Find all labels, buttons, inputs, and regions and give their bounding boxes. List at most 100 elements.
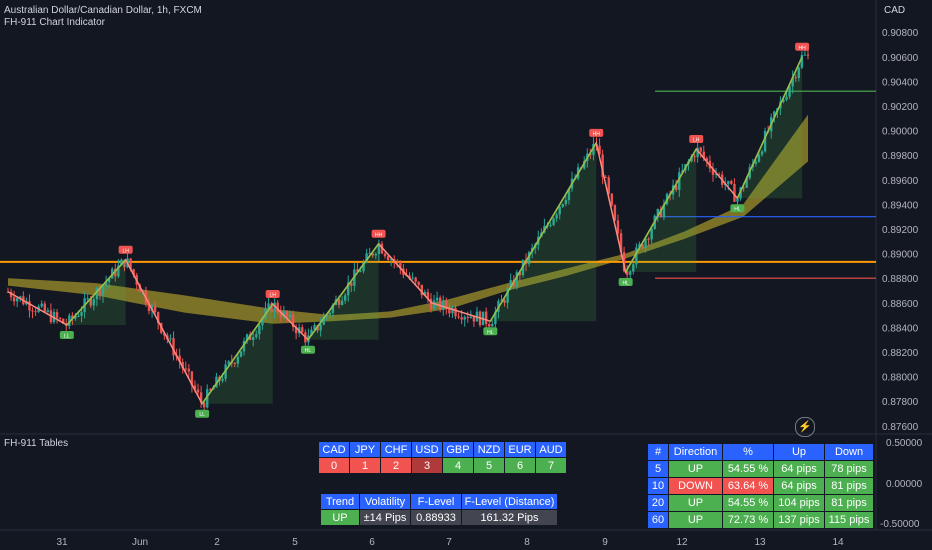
candle-body — [104, 282, 108, 286]
pivot-label-text: LH — [270, 293, 277, 299]
price-tick-label: 0.88200 — [882, 348, 919, 359]
candle-body — [359, 271, 362, 273]
candle-body — [647, 238, 650, 240]
stats-direction: UP — [668, 511, 723, 529]
currency-header: USD — [411, 441, 443, 458]
chart-title: Australian Dollar/Canadian Dollar, 1h, F… — [4, 5, 202, 16]
stats-header: # — [647, 443, 669, 461]
price-tick-label: 0.87800 — [882, 397, 919, 408]
candle-body — [650, 228, 653, 240]
stats-percent: 72.73 % — [722, 511, 774, 529]
price-tick-label: 0.90000 — [882, 127, 919, 138]
candle-body — [19, 296, 22, 299]
candle-body — [730, 180, 733, 185]
candle-body — [184, 368, 187, 370]
candle-body — [193, 385, 197, 390]
candle-body — [350, 282, 353, 286]
zigzag-up-segment — [66, 259, 127, 326]
price-tick-label: 0.90200 — [882, 102, 919, 113]
candle-body — [518, 272, 522, 276]
price-tick-label: 0.89600 — [882, 176, 919, 187]
candle-body — [227, 361, 230, 365]
pivot-label-box — [795, 42, 810, 51]
candle-body — [221, 378, 224, 381]
currency-strength-table: CAD JPY CHF USD GBP NZD EUR AUD 0 1 2 3 … — [318, 441, 567, 474]
candle-body — [310, 329, 313, 336]
candle-body — [782, 99, 785, 102]
candle-body — [613, 205, 617, 221]
price-tick-label: 0.89400 — [882, 200, 919, 211]
candle-body — [236, 356, 240, 364]
candle-body — [9, 291, 13, 298]
stats-header: Down — [824, 443, 874, 461]
candle-body — [500, 300, 503, 302]
candle-body — [328, 312, 332, 315]
candle-body — [454, 308, 457, 317]
candle-body — [368, 253, 371, 255]
time-tick-label: 2 — [214, 537, 220, 548]
candle-body — [785, 96, 788, 100]
candle-body — [132, 269, 135, 276]
price-tick-label: 0.89200 — [882, 225, 919, 236]
candle-body — [169, 338, 172, 340]
candle-body — [527, 252, 531, 264]
stats-direction: DOWN — [668, 477, 723, 495]
candle-body — [592, 143, 595, 155]
pivot-label-box — [118, 245, 133, 254]
stats-percent: 63.64 % — [722, 477, 774, 495]
candle-body — [239, 351, 243, 357]
candle-body — [552, 218, 555, 226]
candle-body — [656, 209, 660, 216]
candle-body — [270, 303, 273, 312]
candle-body — [61, 318, 65, 324]
candle-body — [806, 54, 810, 56]
candle-body — [371, 253, 374, 256]
candle-body — [794, 77, 797, 79]
candle-body — [727, 180, 730, 185]
candle-body — [28, 301, 31, 311]
pivot-label-text: HL — [622, 281, 629, 287]
currency-rank: 7 — [535, 457, 567, 474]
candle-body — [616, 220, 620, 234]
currency-header: NZD — [473, 441, 505, 458]
candle-body — [322, 316, 325, 325]
candle-body — [325, 314, 328, 317]
volatility-value: ±14 Pips — [359, 509, 411, 526]
candle-body — [68, 315, 71, 326]
candle-body — [549, 225, 552, 227]
f-level-header: F-Level — [410, 493, 462, 510]
candle-body — [356, 269, 359, 272]
lightning-icon[interactable]: ⚡ — [795, 417, 815, 437]
price-tick-label: 0.88400 — [882, 323, 919, 334]
pivot-label-box — [265, 290, 280, 299]
stats-down: 81 pips — [824, 494, 874, 512]
candle-body — [95, 288, 99, 300]
candle-body — [181, 362, 184, 369]
stats-down: 78 pips — [824, 460, 874, 478]
candle-body — [190, 371, 194, 386]
stats-down: 115 pips — [824, 511, 874, 529]
candle-body — [258, 325, 261, 335]
currency-rank: 0 — [318, 457, 350, 474]
candle-body — [460, 317, 463, 320]
candle-body — [463, 316, 466, 320]
candle-body — [681, 170, 684, 173]
time-tick-label: 8 — [524, 537, 530, 548]
candle-body — [625, 271, 629, 275]
currency-rank: 4 — [442, 457, 474, 474]
candle-body — [417, 281, 420, 285]
indicator-name: FH-911 Chart Indicator — [4, 17, 105, 28]
candle-body — [233, 363, 237, 365]
price-tick-label: 0.89800 — [882, 151, 919, 162]
candle-body — [123, 259, 126, 268]
candle-body — [466, 316, 469, 319]
candle-body — [414, 277, 417, 282]
candle-body — [423, 292, 427, 296]
candle-body — [294, 327, 298, 334]
candle-body — [690, 156, 693, 162]
time-tick-label: Jun — [132, 537, 148, 548]
candle-body — [509, 280, 512, 289]
candle-body — [117, 265, 120, 277]
candle-body — [55, 312, 59, 318]
